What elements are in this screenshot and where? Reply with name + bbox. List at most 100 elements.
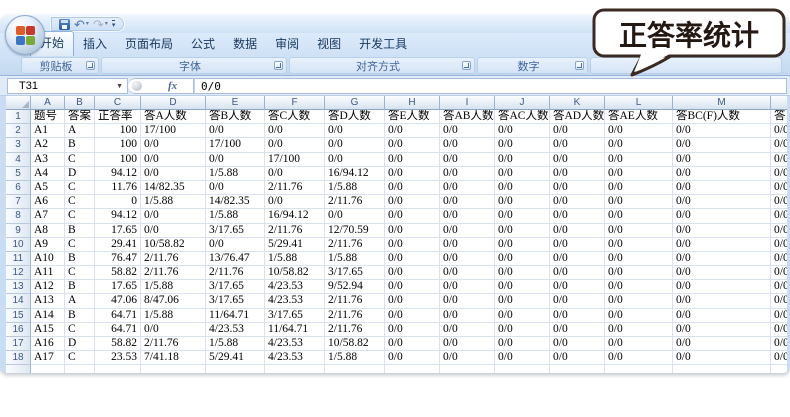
cell[interactable]: 0/0 [673,152,771,167]
cell[interactable]: 0/0 [385,266,440,281]
insert-function-icon[interactable]: fx [168,80,178,92]
cell[interactable]: 0/0 [495,322,550,337]
cell[interactable]: 答案 [65,110,95,125]
cell[interactable]: 94.12 [95,209,141,224]
cell[interactable]: 2/11.76 [265,180,325,196]
cell[interactable]: 17/100 [265,152,325,167]
ribbon-tab-4[interactable]: 公式 [191,37,216,51]
cell[interactable]: 2/11.76 [141,337,206,352]
cell[interactable]: 0/0 [771,224,787,238]
cell[interactable]: 0/0 [440,138,495,153]
cell[interactable]: 0/0 [325,124,385,139]
cell[interactable]: 0/0 [550,266,605,281]
cell[interactable]: 0/0 [495,180,550,196]
cell[interactable]: 2/11.76 [141,251,206,267]
cell[interactable]: A2 [31,138,65,153]
cell[interactable]: 5/29.41 [265,237,325,252]
cell[interactable]: 0/0 [440,308,495,323]
cell[interactable]: 0/0 [605,166,673,181]
cell[interactable]: 0/0 [495,195,550,210]
column-header-A[interactable]: A [31,96,65,110]
cell[interactable]: 0/0 [673,195,771,210]
cell[interactable]: 76.47 [95,251,141,267]
cell[interactable]: 64.71 [95,308,141,323]
cell[interactable]: 58.82 [95,337,141,352]
cell[interactable]: 16/94.12 [265,209,325,224]
column-header-B[interactable]: B [65,96,95,110]
cell[interactable]: 0/0 [495,237,550,252]
cell[interactable]: C [65,351,95,366]
cell[interactable]: 2/11.76 [325,294,385,309]
cell[interactable]: 0/0 [385,237,440,252]
cell[interactable]: 0/0 [550,180,605,196]
cell[interactable]: 0/0 [550,152,605,167]
cell[interactable]: A8 [31,223,65,238]
cell[interactable]: 答AD人数 [550,110,605,125]
cell[interactable]: 0/0 [385,152,440,167]
cell[interactable] [141,365,206,373]
qat-customize-icon[interactable]: ▾ [111,19,116,29]
cell[interactable]: 0/0 [673,294,771,309]
cell[interactable]: 0/0 [550,337,605,352]
cell[interactable]: 0 [95,195,141,210]
cell[interactable]: 0/0 [605,124,673,139]
cell[interactable]: C [65,195,95,210]
cell[interactable]: A [65,294,95,309]
cell[interactable]: 12/70.59 [325,223,385,238]
dialog-launcher-icon[interactable] [274,61,283,70]
cell[interactable]: 正答率 [95,110,141,125]
cell[interactable]: 0/0 [440,166,495,181]
cell[interactable]: 0/0 [440,195,495,210]
row-header-12[interactable]: 12 [6,266,31,281]
cell[interactable] [95,365,141,373]
cell[interactable]: A14 [31,308,65,323]
cell[interactable]: C [65,266,95,281]
cell[interactable]: 4/23.53 [265,337,325,352]
cell[interactable]: 0/0 [605,152,673,167]
cell[interactable] [605,365,673,373]
cell[interactable]: 0/0 [495,308,550,323]
cell[interactable]: 3/17.65 [325,266,385,281]
cell[interactable]: 14/82.35 [141,180,206,196]
cell[interactable]: 1/5.88 [325,351,385,366]
cell[interactable]: 0/0 [265,138,325,153]
cell[interactable]: 0/0 [550,294,605,309]
cell[interactable]: 0/0 [385,195,440,210]
cell[interactable]: 0/0 [495,166,550,181]
cell[interactable]: 答AE人数 [605,110,673,125]
cell[interactable]: 0/0 [771,266,787,281]
cell[interactable]: 0/0 [385,322,440,337]
cell[interactable]: A13 [31,294,65,309]
cell[interactable]: 9/52.94 [325,280,385,295]
row-header-5[interactable]: 5 [6,166,31,181]
cell[interactable]: 10/58.82 [325,337,385,352]
cell[interactable]: 0/0 [440,209,495,224]
ribbon-tab-2[interactable]: 插入 [83,37,108,51]
row-header-3[interactable]: 3 [6,138,31,153]
undo-icon[interactable]: ↶ ▾ [74,16,89,32]
cell[interactable]: 0/0 [141,322,206,337]
cell[interactable]: 8/47.06 [141,294,206,309]
cell[interactable]: 0/0 [605,337,673,352]
cell[interactable]: 0/0 [673,124,771,139]
cell[interactable]: A7 [31,209,65,224]
cell[interactable]: 0/0 [771,138,787,153]
cell[interactable]: 0/0 [495,209,550,224]
cell[interactable]: A3 [31,152,65,167]
row-header-4[interactable]: 4 [6,152,31,167]
cell[interactable]: 14/82.35 [206,195,265,210]
cell[interactable]: 0/0 [325,138,385,153]
cell[interactable]: 0/0 [265,166,325,181]
row-header-10[interactable]: 10 [6,237,31,252]
cell[interactable]: 0/0 [673,209,771,224]
cell[interactable]: 0/0 [385,280,440,295]
cell[interactable]: 4/23.53 [206,322,265,337]
cell[interactable]: 0/0 [550,166,605,181]
cell[interactable]: 0/0 [385,308,440,323]
cell[interactable]: 0/0 [605,294,673,309]
cell[interactable] [325,365,385,373]
ribbon-tab-3[interactable]: 页面布局 [125,37,174,51]
cell[interactable]: 2/11.76 [325,237,385,252]
cell[interactable]: 0/0 [550,237,605,252]
cell[interactable]: 0/0 [771,323,787,337]
